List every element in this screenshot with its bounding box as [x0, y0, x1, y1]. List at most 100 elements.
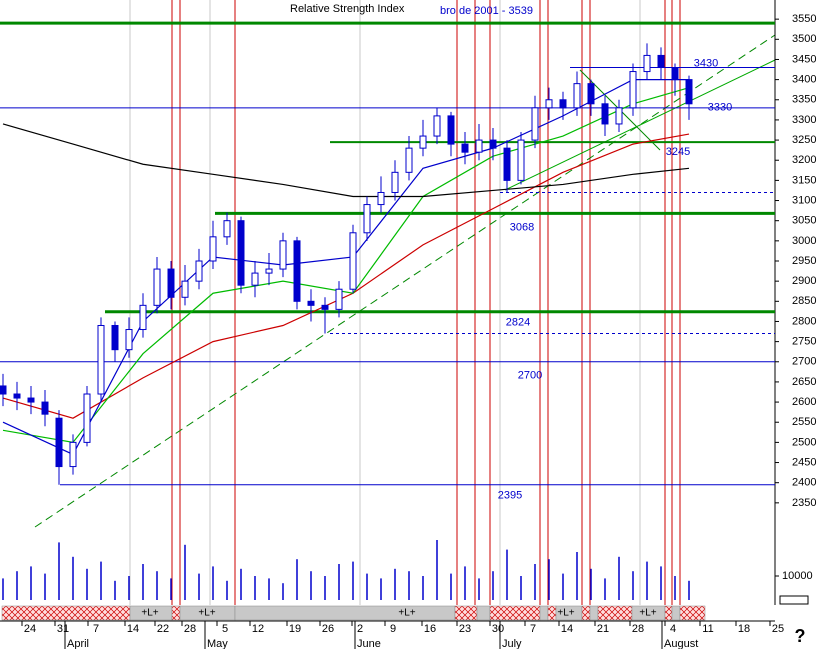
strip-segment: [589, 605, 599, 621]
plot-area: [0, 0, 775, 605]
candle-body: [391, 171, 399, 193]
strip-label: +L+: [639, 608, 656, 619]
y-tick-label: 3250: [792, 134, 816, 146]
candle-body: [111, 324, 119, 351]
y-tick-label: 3550: [792, 13, 816, 25]
candle-body: [321, 304, 329, 310]
candle-body: [41, 401, 49, 415]
x-tick-label: 7: [93, 623, 99, 635]
x-tick-label: 11: [702, 623, 713, 635]
strip-segment: [597, 605, 633, 621]
y-tick-label: 2400: [792, 477, 816, 489]
candle-body: [671, 67, 679, 81]
strip-segment: [476, 605, 491, 621]
candle-body: [167, 268, 175, 298]
strip-segment: [547, 605, 557, 621]
candle-body: [419, 135, 427, 149]
strip-segment: [489, 605, 541, 621]
y-tick-label: 2850: [792, 295, 816, 307]
candle-body: [139, 304, 147, 331]
candle-body: [447, 115, 455, 145]
candle-body: [181, 280, 189, 298]
x-tick-label: 5: [222, 623, 228, 635]
month-label: May: [207, 638, 228, 649]
level-label: 3430: [694, 57, 718, 69]
background-lines: [129, 0, 681, 605]
month-label: August: [664, 638, 698, 649]
candle-body: [237, 220, 245, 286]
candle-body: [475, 139, 483, 153]
strip-label: +L+: [198, 608, 215, 619]
candle-body: [55, 417, 63, 468]
x-tick-label: 19: [289, 623, 301, 635]
candle-body: [13, 393, 21, 399]
x-tick-label: 2: [357, 623, 363, 635]
candle-body: [517, 139, 525, 181]
moving-average: [2, 123, 690, 198]
y-tick-label: 3300: [792, 114, 816, 126]
chart-subtitle: bro de 2001 - 3539: [440, 5, 533, 17]
help-icon[interactable]: ?: [795, 626, 806, 646]
strip-segment: [671, 605, 681, 621]
candle-body: [573, 83, 581, 109]
x-tick-label: 25: [772, 623, 784, 635]
strip-segment: [234, 605, 456, 621]
level-label: 2395: [498, 490, 522, 502]
y-tick-label: 2800: [792, 315, 816, 327]
candle-body: [685, 79, 693, 105]
strip-segment: [539, 605, 549, 621]
level-label: 2824: [506, 317, 530, 329]
candle-body: [489, 139, 497, 149]
candle-body: [461, 143, 469, 153]
strip-segment: [581, 605, 591, 621]
candle-body: [587, 83, 595, 105]
candle-body: [363, 204, 371, 234]
strip-label: +L+: [398, 608, 415, 619]
x-tick-label: 7: [530, 623, 536, 635]
x-tick-label: 22: [157, 623, 169, 635]
x-tick-label: 18: [738, 623, 750, 635]
candle-body: [629, 71, 637, 109]
candle-body: [615, 107, 623, 125]
candle-body: [405, 147, 413, 173]
x-tick-label: 30: [492, 623, 504, 635]
level-label: 3245: [666, 146, 690, 158]
strip-segment: [664, 605, 673, 621]
candle-body: [27, 397, 35, 403]
x-tick-label: 28: [184, 623, 196, 635]
y-tick-label: 3400: [792, 74, 816, 86]
y-tick-label: 2450: [792, 456, 816, 468]
x-tick-label: 23: [459, 623, 471, 635]
candle-body: [531, 107, 539, 141]
candle-body: [545, 99, 553, 109]
candle-body: [559, 99, 567, 109]
y-tick-label: 2750: [792, 336, 816, 348]
x-tick-label: 28: [632, 623, 644, 635]
candle-body: [223, 220, 231, 238]
strip-segment: [679, 605, 706, 621]
x-tick-label: 12: [252, 623, 264, 635]
candle-body: [209, 236, 217, 262]
candle-body: [503, 147, 511, 181]
candle-body: [265, 268, 273, 274]
candle-body: [433, 115, 441, 137]
level-label: 2700: [518, 370, 542, 382]
scroll-box[interactable]: [779, 595, 809, 605]
volume-tick-label: 10000: [782, 570, 813, 582]
y-tick-label: 3450: [792, 53, 816, 65]
candle-body: [279, 240, 287, 270]
candle-body: [83, 393, 91, 443]
trend-line: [504, 59, 776, 191]
x-tick-label: 9: [390, 623, 396, 635]
level-label: 3330: [708, 102, 732, 114]
strip-label: +L+: [557, 608, 574, 619]
y-tick-label: 2650: [792, 376, 816, 388]
month-label: June: [357, 638, 381, 649]
x-tick-label: 26: [322, 623, 334, 635]
strip-label: +L+: [141, 608, 158, 619]
y-tick-label: 2500: [792, 436, 816, 448]
candle-body: [307, 300, 315, 306]
y-tick-label: 3050: [792, 215, 816, 227]
strip-segment: [1, 605, 131, 621]
